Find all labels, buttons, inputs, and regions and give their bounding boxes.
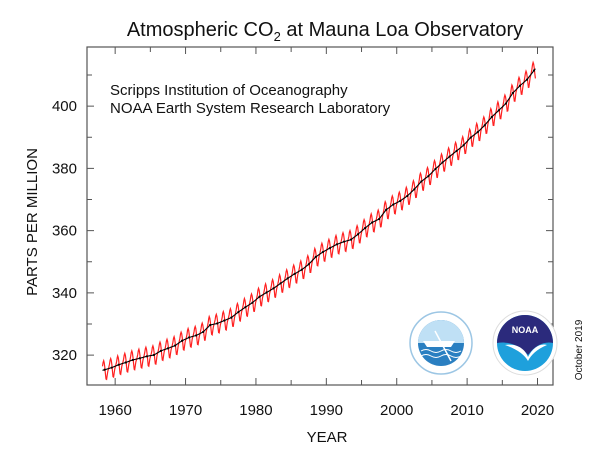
x-tick-label: 2020 [521,402,554,419]
trend-point [518,84,522,87]
trend-point [272,287,275,290]
trend-point [476,131,479,134]
trend-point [103,368,106,371]
trend-point [532,69,536,72]
trend-point [504,102,507,105]
trend-point [138,357,141,360]
trend-point [117,363,120,366]
annotation-noaa-esrl: NOAA Earth System Research Laboratory [110,100,391,117]
trend-point [152,353,155,357]
trend-point [223,319,226,322]
trend-point [237,310,240,314]
date-note: October 2019 [574,319,585,380]
trend-point [335,243,338,246]
x-tick-label: 1970 [169,402,202,419]
chart-title: Atmospheric CO2 at Mauna Loa Observatory [127,19,523,44]
trend-point [462,144,465,147]
trend-point [314,255,317,258]
trend-point [385,208,388,211]
trend-point [378,217,381,221]
scripps-logo [409,311,473,375]
trend-point [349,238,353,241]
trend-point [293,272,296,275]
trend-point [166,347,170,350]
trend-point [187,336,191,339]
trend-point [370,221,374,224]
trend-point [441,161,444,164]
trend-point [202,330,205,334]
trend-point [427,174,430,178]
trend-point [511,91,514,95]
x-tick-label: 1960 [98,402,131,419]
y-tick-label: 380 [52,160,77,177]
trend-point [124,361,127,364]
noaa-logo-text: NOAA [512,325,539,335]
trend-point [110,366,113,369]
trend-point [434,167,437,171]
x-axis-label: YEAR [307,429,348,446]
y-tick-label: 320 [52,347,77,364]
monthly-co2-series [101,60,536,381]
plot-frame [86,46,554,386]
trend-point [321,250,324,254]
y-tick-label: 360 [52,223,77,240]
trend-point [230,316,233,319]
trend-point [307,263,310,266]
trend-point [173,344,177,347]
trend-point [328,246,331,250]
trend-point [356,233,360,236]
trend-point [300,268,303,271]
annotation-scripps: Scripps Institution of Oceanography [110,82,348,99]
trend-point [195,334,198,337]
trend-point [159,349,163,352]
trend-point [420,180,423,183]
trend-point [265,291,268,294]
trend-point [413,188,416,191]
trend-point [525,78,529,81]
trend-point [392,203,395,206]
trend-point [455,149,458,153]
trend-point [244,306,247,309]
noaa-logo: NOAA [492,310,558,376]
trend-point [286,277,289,280]
trend-point [342,240,346,243]
trend-point [497,109,500,112]
trend-point [145,355,148,358]
trend-point [131,358,134,362]
y-tick-label: 400 [52,98,77,115]
trend-point [180,339,184,342]
trend-point [406,194,409,198]
trend-point [209,323,212,327]
trend-point [483,124,486,127]
x-tick-label: 1980 [239,402,272,419]
trend-point [363,226,367,230]
x-tick-label: 2010 [450,402,483,419]
y-tick-label: 340 [52,285,77,302]
y-axis-label: PARTS PER MILLION [24,148,41,296]
x-tick-label: 2000 [380,402,413,419]
trend-point [251,301,254,304]
trend-point [216,322,219,325]
trend-point [448,155,451,158]
x-tick-label: 1990 [310,402,343,419]
trend-point [279,282,282,285]
trend-point [399,199,402,203]
trend-point [469,136,472,139]
trend-point [258,295,261,298]
trend-point [490,115,493,119]
